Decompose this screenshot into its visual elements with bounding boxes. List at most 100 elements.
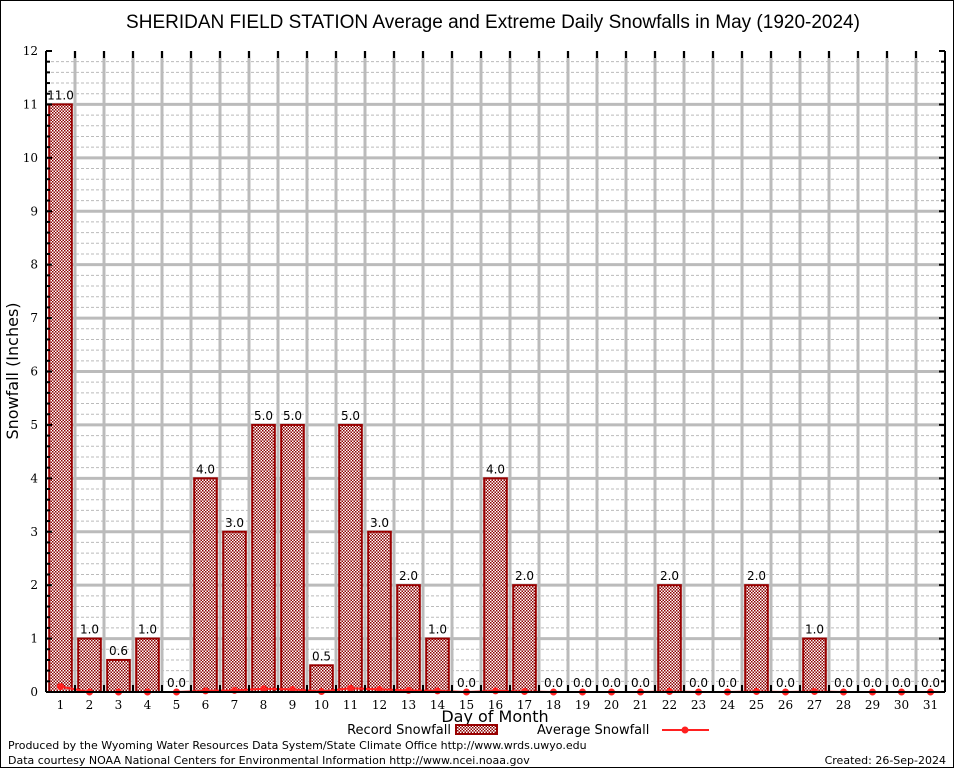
data-label-day-6: 4.0	[196, 462, 215, 476]
x-tick-label: 29	[865, 698, 880, 712]
data-label-day-2: 1.0	[80, 623, 99, 637]
data-label-day-5: 0.0	[167, 676, 186, 690]
y-tick-label: 1	[30, 632, 38, 646]
bar-day-16	[483, 477, 508, 694]
x-tick-label: 9	[289, 698, 297, 712]
data-label-day-21: 0.0	[631, 676, 650, 690]
y-tick-label: 5	[30, 418, 38, 432]
x-tick-label: 16	[488, 698, 503, 712]
x-tick-label: 17	[517, 698, 532, 712]
data-label-day-22: 2.0	[660, 569, 679, 583]
x-tick-label: 21	[633, 698, 648, 712]
x-tick-label: 19	[575, 698, 590, 712]
y-tick-label: 2	[30, 578, 38, 592]
data-label-day-12: 3.0	[370, 516, 389, 530]
bar-day-27	[802, 637, 827, 693]
bar-day-17	[512, 584, 537, 694]
average-marker-day-16	[492, 687, 499, 695]
data-label-day-24: 0.0	[718, 676, 737, 690]
bar-day-25	[744, 584, 769, 694]
data-label-day-18: 0.0	[544, 676, 563, 690]
bar-day-4	[135, 637, 160, 693]
x-tick-label: 15	[459, 698, 474, 712]
data-label-day-11: 5.0	[341, 409, 360, 423]
y-tick-label: 11	[23, 97, 38, 111]
x-axis-label: Day of Month	[441, 707, 548, 726]
footer-data-courtesy: Data courtesy NOAA National Centers for …	[8, 754, 530, 767]
x-tick-label: 24	[720, 698, 736, 712]
legend-average-marker	[681, 726, 689, 734]
data-label-day-10: 0.5	[312, 649, 331, 663]
x-tick-label: 14	[430, 698, 446, 712]
y-tick-label: 9	[30, 204, 38, 218]
axes	[45, 50, 946, 693]
x-tick-label: 25	[749, 698, 764, 712]
average-marker-day-6	[202, 687, 209, 695]
x-ticks: 1 2 3 4 5 6 7 8 9 10 11 12 13 14 15 16 17 18 19 20 21 22 23 24 2…	[57, 698, 938, 712]
data-label-day-30: 0.0	[892, 676, 911, 690]
x-tick-label: 31	[923, 698, 938, 712]
footer-produced-by: Produced by the Wyoming Water Resources …	[8, 739, 587, 752]
data-label-day-27: 1.0	[805, 623, 824, 637]
legend: Record Snowfall Average Snowfall	[347, 723, 709, 738]
data-label-day-23: 0.0	[689, 676, 708, 690]
bar-day-6	[193, 477, 218, 694]
data-label-day-25: 2.0	[747, 569, 766, 583]
footer-created: Created: 26-Sep-2024	[825, 754, 946, 767]
bar-day-8	[251, 423, 276, 693]
x-tick-label: 26	[778, 698, 793, 712]
x-tick-label: 6	[202, 698, 210, 712]
legend-record-label: Record Snowfall	[347, 723, 451, 738]
y-tick-label: 3	[30, 525, 38, 539]
y-tick-label: 0	[30, 685, 38, 699]
data-label-day-20: 0.0	[602, 676, 621, 690]
chart-title: SHERIDAN FIELD STATION Average and Extre…	[126, 12, 860, 33]
y-axis-label: Snowfall (Inches)	[3, 302, 22, 439]
average-marker-day-8	[260, 685, 267, 693]
bar-day-1	[48, 103, 73, 693]
data-label-day-31: 0.0	[921, 676, 940, 690]
y-tick-label: 10	[23, 151, 38, 165]
data-label-day-19: 0.0	[573, 676, 592, 690]
data-label-day-17: 2.0	[515, 569, 534, 583]
x-tick-label: 13	[401, 698, 416, 712]
x-tick-label: 4	[144, 698, 152, 712]
bar-day-22	[657, 584, 682, 694]
x-tick-label: 10	[314, 698, 329, 712]
x-tick-label: 27	[807, 698, 822, 712]
data-label-day-1: 11.0	[47, 88, 74, 102]
bar-day-2	[77, 637, 102, 693]
x-tick-label: 7	[231, 698, 239, 712]
bar-day-12	[367, 530, 392, 693]
bar-day-9	[280, 423, 305, 693]
data-label-day-29: 0.0	[863, 676, 882, 690]
data-label-day-7: 3.0	[225, 516, 244, 530]
x-tick-label: 30	[894, 698, 909, 712]
data-label-day-4: 1.0	[138, 623, 157, 637]
y-tick-label: 12	[23, 44, 38, 58]
bars	[48, 103, 827, 694]
bar-day-7	[222, 530, 247, 693]
x-tick-label: 22	[662, 698, 677, 712]
grid	[46, 51, 945, 692]
average-marker-day-11	[347, 684, 354, 692]
y-tick-label: 6	[30, 365, 38, 379]
data-label-day-3: 0.6	[109, 644, 128, 658]
data-label-day-8: 5.0	[254, 409, 273, 423]
x-tick-label: 2	[86, 698, 94, 712]
bar-day-14	[425, 637, 450, 693]
average-marker-day-1	[57, 683, 64, 691]
legend-average-label: Average Snowfall	[537, 723, 649, 738]
x-tick-label: 1	[57, 698, 65, 712]
x-tick-label: 20	[604, 698, 619, 712]
x-tick-label: 28	[836, 698, 851, 712]
data-labels: 11.0 1.0 0.6 1.0 0.0 4.0 3.0 5.0 5.0 0.5 5.0 3.0 2.0…	[47, 88, 940, 690]
x-tick-label: 18	[546, 698, 561, 712]
y-tick-label: 8	[30, 258, 38, 272]
x-tick-label: 23	[691, 698, 706, 712]
bar-day-13	[396, 584, 421, 694]
data-label-day-28: 0.0	[834, 676, 853, 690]
